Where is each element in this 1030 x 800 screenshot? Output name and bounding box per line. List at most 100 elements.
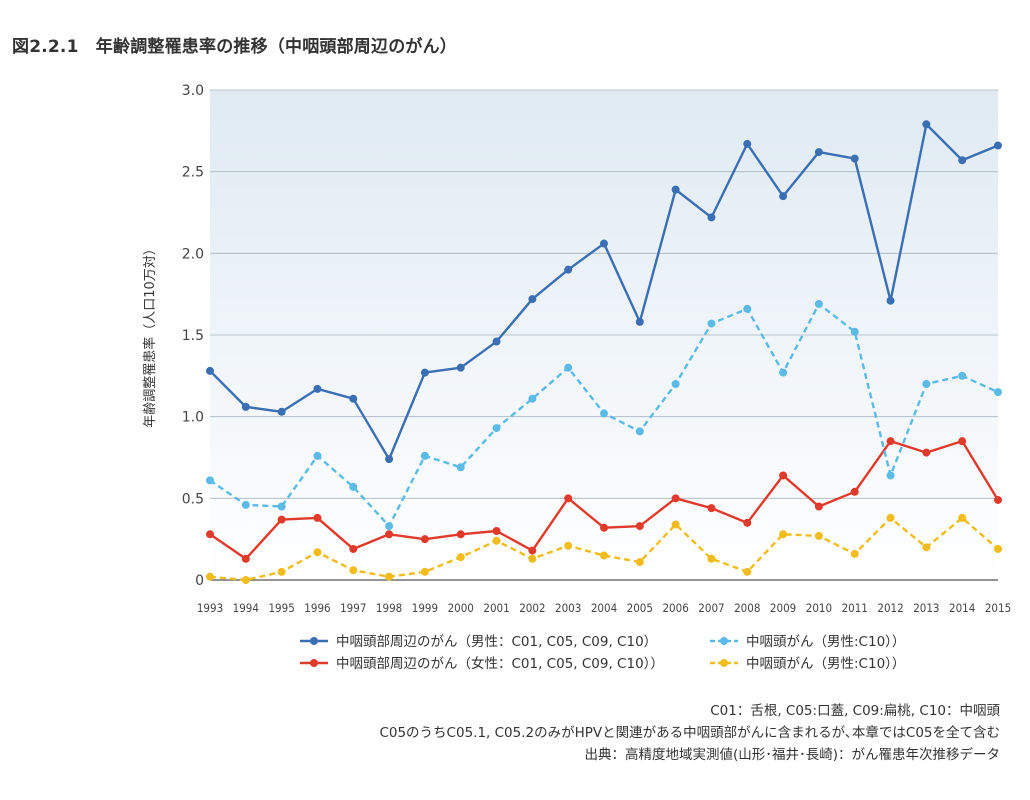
data-point [671, 185, 680, 194]
data-point [779, 368, 788, 377]
legend-item: 中咽頭部周辺のがん（男性：C01, C05, C09, C10） [300, 634, 657, 650]
data-point [994, 388, 1002, 397]
legend-item: 中咽頭がん（男性:C10）） [710, 634, 905, 650]
data-point [492, 424, 501, 433]
data-point [671, 380, 680, 388]
y-tick-label: 1.0 [182, 410, 204, 426]
footnote-source: 出典：高精度地域実測値(山形･福井･長崎)：がん罹患年次推移データ [584, 747, 1000, 763]
x-tick-label: 2006 [662, 601, 688, 615]
data-point [814, 148, 823, 157]
data-point [600, 523, 608, 532]
y-tick-label: 2.5 [182, 165, 204, 181]
series-0 [206, 120, 1002, 464]
data-point [492, 536, 501, 545]
x-tick-label: 2001 [483, 601, 509, 615]
data-point [241, 402, 250, 411]
x-tick-label: 2005 [627, 601, 653, 615]
series-2 [206, 437, 1002, 563]
legend: 中咽頭部周辺のがん（男性：C01, C05, C09, C10） 中咽頭がん（男性… [300, 634, 905, 672]
data-point [492, 337, 501, 346]
data-point [313, 451, 322, 460]
x-axis-ticks: 1993 1994 1995 1996 1997 1998 1999 2000 2001 2002… [197, 601, 1011, 615]
data-point [671, 520, 680, 529]
data-point [814, 502, 823, 511]
data-point [206, 366, 214, 375]
data-point [313, 513, 322, 522]
data-point [743, 304, 752, 313]
data-point [385, 530, 394, 539]
x-tick-label: 2003 [555, 601, 581, 615]
data-point [958, 156, 967, 165]
data-point [456, 530, 465, 539]
data-point [420, 451, 429, 460]
legend-label: 中咽頭がん（男性:C10）） [746, 634, 905, 650]
data-point [886, 296, 895, 305]
data-point [779, 530, 788, 539]
data-point [349, 394, 358, 403]
data-point [635, 317, 644, 326]
data-point [779, 192, 788, 201]
data-point [241, 576, 250, 584]
x-tick-label: 1999 [412, 601, 438, 615]
data-point [528, 546, 537, 555]
x-tick-label: 2000 [448, 601, 474, 615]
y-tick-label: 0 [195, 573, 204, 589]
gridlines [210, 89, 998, 581]
x-tick-label: 1994 [233, 601, 259, 615]
data-point [850, 154, 859, 163]
x-tick-label: 2014 [949, 601, 975, 615]
data-point [385, 522, 394, 531]
x-tick-label: 2009 [770, 601, 796, 615]
footnotes: C01：舌根, C05:口蓋, C09:扁桃, C10：中咽頭 C05のうちC0… [379, 700, 1000, 766]
data-point [850, 487, 859, 496]
data-point [528, 394, 537, 403]
data-point [277, 515, 286, 524]
y-tick-label: 1.5 [182, 328, 204, 344]
data-point [385, 572, 394, 581]
data-point [349, 544, 358, 553]
data-point [958, 371, 967, 380]
y-axis-ticks: 0 0.5 1.0 1.5 2.0 2.5 3.0 [182, 83, 204, 589]
legend-swatch-marker [310, 659, 318, 667]
x-tick-label: 2004 [591, 601, 617, 615]
data-point [707, 319, 716, 328]
data-point [635, 427, 644, 436]
legend-swatch-marker [720, 659, 728, 667]
y-axis-label: 年齢調整罹患率（人口10万対） [142, 242, 158, 428]
data-point [994, 495, 1002, 504]
footnote-hpv: C05のうちC05.1, C05.2のみがHPVと関連がある中咽頭部がんに含まれ… [379, 725, 1000, 741]
data-point [635, 522, 644, 531]
data-point [850, 549, 859, 558]
x-tick-label: 2013 [913, 601, 939, 615]
figure-title: 図2.2.1 年齢調整罹患率の推移（中咽頭部周辺のがん） [12, 37, 458, 57]
data-point [922, 120, 931, 129]
data-point [349, 566, 358, 575]
x-tick-label: 1995 [268, 601, 294, 615]
data-point [277, 567, 286, 576]
x-tick-label: 1997 [340, 601, 366, 615]
data-point [206, 530, 214, 539]
legend-label: 中咽頭部周辺のがん（男性：C01, C05, C09, C10） [336, 634, 657, 650]
data-point [814, 299, 823, 308]
data-point [564, 265, 573, 274]
data-point [743, 518, 752, 527]
data-point [922, 448, 931, 457]
data-point [994, 544, 1002, 553]
legend-swatch-marker [720, 637, 728, 645]
data-point [313, 384, 322, 393]
data-point [707, 213, 716, 222]
data-point [814, 531, 823, 540]
series-3 [206, 513, 1002, 584]
x-tick-label: 1993 [197, 601, 223, 615]
data-point [492, 527, 501, 535]
data-point [206, 476, 214, 485]
data-point [958, 513, 967, 522]
y-tick-label: 3.0 [182, 83, 204, 99]
data-point [743, 139, 752, 148]
data-point [241, 500, 250, 509]
data-point [779, 471, 788, 480]
legend-item: 中咽頭部周辺のがん（女性：C01, C05, C09, C10）） [300, 655, 664, 672]
data-point [600, 239, 608, 248]
data-point [420, 368, 429, 377]
